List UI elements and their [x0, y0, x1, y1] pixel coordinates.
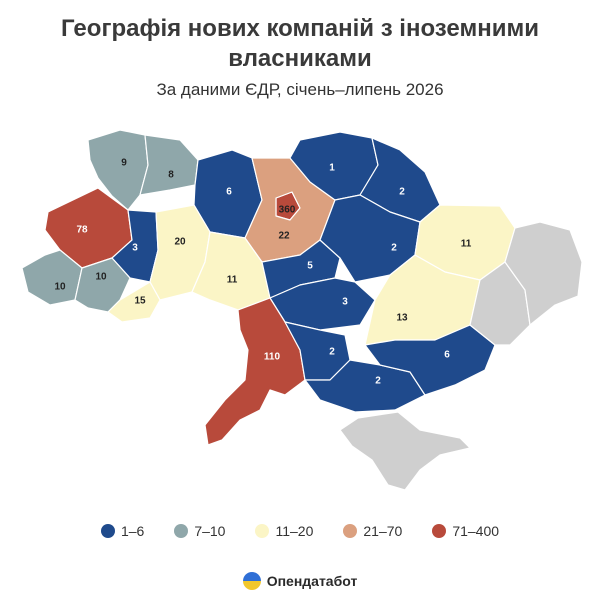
- region-crimea: [339, 411, 471, 491]
- region-value-chernivtsi: 15: [134, 296, 146, 307]
- region-value-sumy: 2: [399, 187, 405, 198]
- legend-label: 11–20: [275, 523, 314, 539]
- region-value-kirovohrad: 3: [342, 297, 348, 308]
- legend-item: 7–10: [174, 523, 225, 539]
- map-subtitle: За даними ЄДР, січень–липень 2026: [156, 80, 444, 99]
- legend-item: 21–70: [343, 523, 402, 539]
- brand-footer: Опендатабот: [0, 572, 600, 590]
- legend-swatch: [174, 524, 189, 538]
- legend-swatch: [255, 524, 270, 538]
- map-title: Географія нових компаній з іноземними вл…: [61, 15, 539, 72]
- region-zaporizhzhia: [364, 324, 496, 396]
- legend-swatch: [100, 524, 115, 538]
- legend-item: 1–6: [100, 523, 145, 539]
- region-rivne: [139, 134, 199, 196]
- region-value-zaporizhzhia: 6: [444, 350, 450, 361]
- region-value-kherson: 2: [375, 376, 381, 387]
- region-value-vinnytsia: 11: [227, 275, 238, 286]
- brand-name: Опендатабот: [266, 573, 358, 589]
- region-value-poltava: 2: [391, 243, 397, 254]
- region-value-zhytomyr: 6: [226, 187, 232, 198]
- region-value-zakarpattia: 10: [54, 282, 66, 293]
- region-value-mykolaiv: 2: [329, 347, 335, 358]
- region-value-kharkiv: 11: [461, 239, 472, 250]
- legend-label: 21–70: [363, 523, 403, 539]
- region-value-cherkasy: 5: [307, 261, 313, 272]
- legend-swatch: [432, 524, 447, 538]
- region-luhansk: [504, 221, 583, 326]
- region-value-volyn: 9: [121, 158, 127, 169]
- region-chernivtsi: [107, 281, 161, 323]
- region-value-ivano-frankivsk: 10: [95, 272, 107, 283]
- region-value-dnipropetrovsk: 13: [396, 313, 408, 324]
- region-value-rivne: 8: [168, 170, 174, 181]
- legend-label: 71–400: [452, 523, 500, 539]
- region-value-ternopil: 3: [132, 243, 138, 254]
- region-value-chernihiv: 1: [329, 163, 335, 174]
- region-value-odesa: 110: [264, 352, 281, 363]
- legend-item: 11–20: [255, 523, 313, 539]
- region-value-khmelnytskyi: 20: [174, 237, 186, 248]
- legend-swatch: [343, 524, 358, 538]
- opendatabot-logo-icon: [242, 572, 261, 590]
- region-value-kyiv-city: 360: [279, 205, 296, 216]
- legend: 1–6 7–10 11–20 21–70 71–400: [0, 523, 600, 539]
- region-value-kyiv-oblast: 22: [278, 231, 290, 242]
- legend-label: 1–6: [120, 523, 145, 539]
- legend-item: 71–400: [432, 523, 499, 539]
- region-volyn: [87, 129, 149, 211]
- legend-label: 7–10: [194, 523, 226, 539]
- region-value-lviv: 78: [76, 225, 88, 236]
